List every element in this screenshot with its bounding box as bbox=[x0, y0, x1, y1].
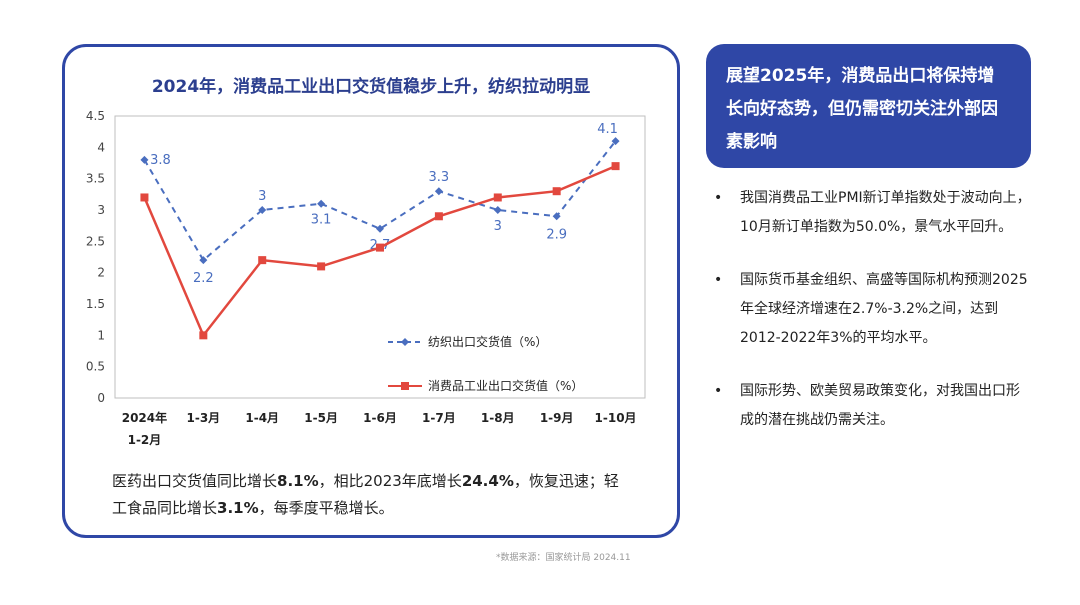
bullet-dot-icon: • bbox=[714, 272, 723, 288]
data-point bbox=[140, 193, 149, 202]
data-label: 3 bbox=[258, 189, 266, 204]
bullet-text: 国际货币基金组织、高盛等国际机构预测2025年全球经济增速在2.7%-3.2%之… bbox=[740, 272, 1028, 346]
data-label: 3.3 bbox=[429, 170, 450, 185]
data-label: 3 bbox=[494, 219, 502, 234]
line-chart: 0 0.5 1 1.5 2 2.5 3 3.5 4 4.5 2024年 1-2月 1-3月 1-4月 1-5… bbox=[86, 109, 646, 447]
series-line-textile bbox=[143, 140, 617, 262]
data-point bbox=[376, 243, 384, 252]
plot-area bbox=[114, 115, 646, 399]
data-label: 3.1 bbox=[311, 213, 332, 228]
y-tick-label: 3.5 bbox=[86, 172, 105, 186]
x-tick-label: 1-9月 bbox=[540, 411, 574, 425]
data-point bbox=[317, 262, 326, 271]
x-tick-label: 1-4月 bbox=[245, 411, 279, 425]
note-value-3: 3.1% bbox=[217, 499, 259, 517]
data-point bbox=[493, 206, 502, 214]
x-tick-label: 1-6月 bbox=[363, 411, 397, 425]
data-label: 2.2 bbox=[193, 271, 214, 286]
note-text-2: ，相比2023年底增长 bbox=[318, 472, 462, 490]
x-tick-label: 1-3月 bbox=[186, 411, 220, 425]
bullet-item: • 国际形势、欧美贸易政策变化，对我国出口形成的潜在挑战仍需关注。 bbox=[712, 377, 1032, 435]
data-point bbox=[493, 193, 502, 202]
y-tick-label: 3 bbox=[97, 203, 105, 217]
y-tick-label: 1.5 bbox=[86, 297, 105, 311]
data-point bbox=[199, 256, 208, 265]
data-point bbox=[376, 224, 384, 233]
bullet-text: 国际形势、欧美贸易政策变化，对我国出口形成的潜在挑战仍需关注。 bbox=[740, 383, 1020, 428]
data-point bbox=[611, 162, 620, 171]
x-tick-label: 1-5月 bbox=[304, 411, 338, 425]
bullet-item: • 我国消费品工业PMI新订单指数处于波动向上，10月新订单指数为50.0%，景气… bbox=[712, 184, 1032, 242]
y-tick-label: 0 bbox=[97, 391, 105, 405]
bullet-text: 我国消费品工业PMI新订单指数处于波动向上，10月新订单指数为50.0%，景气水… bbox=[740, 190, 1031, 235]
data-point bbox=[611, 137, 620, 146]
note-value-1: 8.1% bbox=[277, 472, 319, 490]
note-text-3: ，恢复迅速；轻工食品同比增长 bbox=[112, 472, 619, 517]
note-value-2: 24.4% bbox=[461, 472, 514, 490]
bullet-list: • 我国消费品工业PMI新订单指数处于波动向上，10月新订单指数为50.0%，景气… bbox=[712, 184, 1032, 459]
data-point bbox=[434, 212, 443, 221]
y-tick-label: 2 bbox=[97, 266, 105, 280]
y-tick-label: 2.5 bbox=[86, 234, 105, 248]
note-text-1: 医药出口交货值同比增长 bbox=[112, 472, 278, 490]
legend-label: 消费品工业出口交货值（%） bbox=[428, 378, 583, 393]
bullet-item: • 国际货币基金组织、高盛等国际机构预测2025年全球经济增速在2.7%-3.2%… bbox=[712, 266, 1032, 353]
legend-label: 纺织出口交货值（%） bbox=[428, 334, 547, 349]
x-tick-label: 1-8月 bbox=[481, 411, 515, 425]
data-point bbox=[258, 206, 267, 214]
y-tick-label: 0.5 bbox=[86, 360, 105, 374]
bullet-dot-icon: • bbox=[714, 190, 723, 206]
x-tick-label: 1-10月 bbox=[595, 411, 637, 425]
legend-swatch-marker bbox=[401, 338, 409, 346]
x-tick-label: 1-2月 bbox=[128, 433, 162, 447]
data-point bbox=[434, 187, 443, 196]
bullet-dot-icon: • bbox=[714, 383, 723, 399]
data-point bbox=[317, 199, 326, 208]
y-tick-label: 4.5 bbox=[86, 109, 105, 123]
data-label: 4.1 bbox=[597, 122, 618, 137]
outlook-box: 展望2025年，消费品出口将保持增长向好态势，但仍需密切关注外部因素影响 bbox=[706, 44, 1031, 168]
data-point bbox=[140, 155, 149, 164]
data-label: 3.8 bbox=[150, 153, 171, 168]
note-text-4: ，每季度平稳增长。 bbox=[258, 499, 394, 517]
y-tick-label: 4 bbox=[97, 140, 105, 154]
data-label: 2.9 bbox=[546, 227, 567, 242]
chart-note: 医药出口交货值同比增长8.1%，相比2023年底增长24.4%，恢复迅速；轻工食… bbox=[112, 468, 632, 522]
legend-swatch-marker bbox=[401, 382, 409, 390]
chart-card bbox=[62, 44, 680, 538]
data-source: *数据来源：国家统计局 2024.11 bbox=[496, 553, 631, 563]
y-tick-label: 1 bbox=[97, 328, 105, 342]
x-tick-label: 1-7月 bbox=[422, 411, 456, 425]
data-point bbox=[552, 212, 561, 221]
chart-title: 2024年，消费品工业出口交货值稳步上升，纺织拉动明显 bbox=[151, 77, 591, 97]
data-point bbox=[552, 187, 561, 196]
data-point bbox=[199, 331, 208, 340]
data-point bbox=[258, 256, 267, 265]
x-tick-label: 2024年 bbox=[122, 410, 167, 425]
